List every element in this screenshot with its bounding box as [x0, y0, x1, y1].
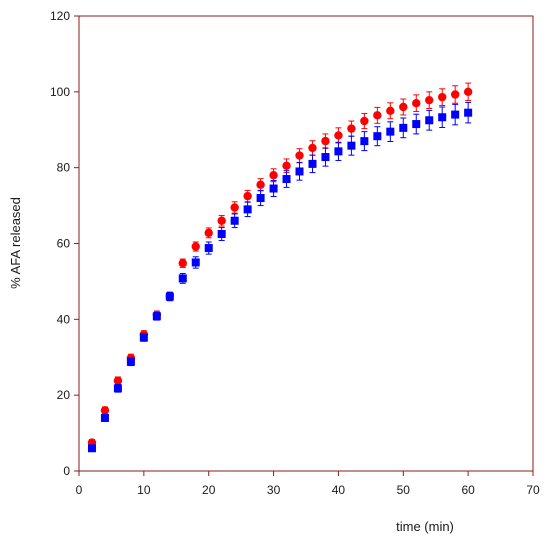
x-tick-label: 50 — [397, 483, 411, 497]
data-point-circle — [347, 124, 356, 133]
data-point-circle — [100, 406, 110, 415]
data-point-square — [191, 258, 200, 267]
data-point-square — [464, 108, 473, 117]
data-point-circle — [295, 151, 304, 160]
data-point-square — [126, 357, 135, 366]
data-point-square — [451, 110, 460, 119]
data-point-circle — [425, 95, 434, 105]
data-point-square — [308, 159, 317, 168]
data-point-circle — [113, 376, 123, 385]
y-tick-label: 20 — [57, 388, 71, 402]
data-point-square — [243, 205, 252, 214]
data-point-circle — [256, 180, 265, 189]
data-point-circle — [334, 131, 343, 140]
data-point-square — [295, 167, 304, 176]
data-point-circle — [204, 228, 213, 238]
data-point-square — [87, 444, 96, 453]
data-point-circle — [308, 143, 317, 153]
y-tick-label: 80 — [57, 161, 71, 175]
data-point-circle — [217, 216, 226, 225]
data-point-square — [256, 194, 265, 202]
x-tick-label: 20 — [202, 483, 216, 497]
data-point-square — [178, 274, 187, 283]
y-tick-label: 40 — [57, 312, 71, 326]
data-point-square — [412, 120, 421, 129]
x-tick-label: 40 — [332, 483, 346, 497]
data-point-square — [386, 127, 395, 136]
x-axis-title: time (min) — [396, 519, 454, 534]
data-point-circle — [269, 171, 278, 180]
data-point-square — [438, 113, 447, 122]
y-axis: 0 20 40 60 80 100 120 — [50, 9, 79, 478]
series-layer — [87, 82, 473, 453]
x-tick-label: 70 — [526, 483, 540, 497]
data-point-circle — [386, 106, 395, 115]
data-point-square — [269, 184, 278, 193]
data-point-circle — [191, 242, 200, 251]
x-tick-label: 10 — [137, 483, 151, 497]
data-point-circle — [373, 111, 382, 120]
data-point-circle — [230, 203, 239, 212]
data-point-circle — [438, 92, 447, 102]
y-tick-label: 60 — [57, 237, 71, 251]
data-point-circle — [360, 116, 369, 126]
data-point-circle — [243, 191, 252, 201]
y-tick-label: 0 — [63, 464, 70, 478]
y-axis-title: % AFA released — [8, 197, 23, 289]
y-tick-label: 120 — [50, 9, 70, 23]
series-1 — [87, 101, 473, 453]
plot-frame — [78, 15, 534, 472]
x-tick-label: 30 — [267, 483, 281, 497]
data-point-square — [334, 147, 343, 156]
data-point-circle — [463, 87, 473, 97]
x-tick-label: 0 — [76, 483, 83, 497]
data-point-square — [282, 175, 291, 184]
data-point-square — [360, 137, 369, 146]
data-point-circle — [282, 161, 291, 170]
data-point-circle — [412, 99, 421, 108]
data-point-square — [347, 141, 356, 150]
data-point-square — [230, 216, 239, 225]
data-point-square — [204, 244, 213, 253]
data-point-square — [152, 312, 161, 321]
data-point-circle — [399, 102, 408, 112]
y-tick-label: 100 — [50, 85, 70, 99]
data-point-square — [399, 123, 408, 132]
data-point-square — [165, 292, 174, 301]
data-point-square — [425, 116, 434, 125]
series-0 — [87, 82, 473, 447]
data-point-circle — [450, 90, 460, 99]
data-point-square — [321, 153, 330, 162]
data-point-square — [139, 333, 148, 342]
data-point-circle — [321, 136, 330, 146]
data-point-square — [217, 230, 226, 239]
data-point-circle — [178, 259, 187, 268]
data-point-square — [100, 413, 109, 422]
x-tick-label: 60 — [461, 483, 475, 497]
x-axis: 0 10 20 30 40 50 60 70 — [76, 471, 540, 497]
data-point-square — [373, 132, 382, 141]
plot-area — [78, 15, 534, 472]
data-point-square — [113, 384, 122, 393]
